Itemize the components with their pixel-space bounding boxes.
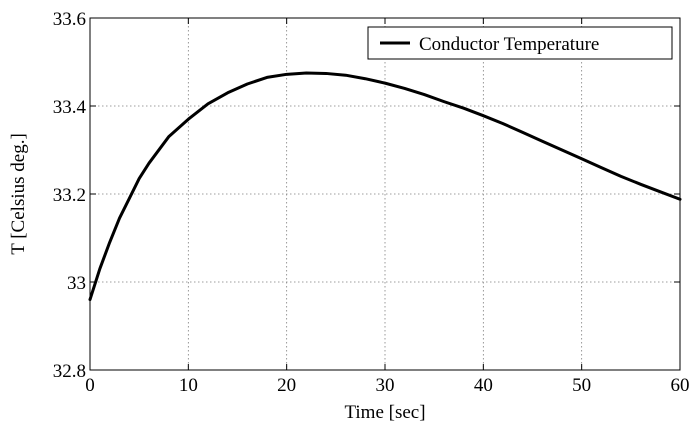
- series-layer: [88, 71, 682, 302]
- series-line-conductor-temperature: [88, 71, 682, 302]
- y-tick-labels: 32.8 33 33.2 33.4 33.6: [53, 9, 87, 382]
- y-tick-label: 33.6: [53, 9, 86, 30]
- tick-marks: [89, 17, 681, 371]
- y-tick-label: 33: [67, 273, 86, 294]
- x-tick-label: 50: [572, 375, 591, 396]
- grid-lines: [90, 18, 680, 370]
- y-tick-label: 33.2: [53, 185, 86, 206]
- legend-label: Conductor Temperature: [419, 34, 599, 55]
- y-axis-title: T [Celsius deg.]: [8, 133, 29, 255]
- x-tick-labels: 0 10 20 30 40 50 60: [85, 375, 689, 396]
- y-tick-label: 32.8: [53, 361, 86, 382]
- x-axis-title: Time [sec]: [344, 402, 425, 423]
- x-tick-label: 60: [671, 375, 690, 396]
- x-tick-label: 40: [474, 375, 493, 396]
- x-tick-label: 20: [277, 375, 296, 396]
- y-tick-label: 33.4: [53, 97, 87, 118]
- x-tick-label: 0: [85, 375, 95, 396]
- legend: Conductor Temperature: [367, 26, 673, 60]
- x-tick-label: 10: [179, 375, 198, 396]
- legend-box: [367, 26, 673, 60]
- x-tick-label: 30: [376, 375, 395, 396]
